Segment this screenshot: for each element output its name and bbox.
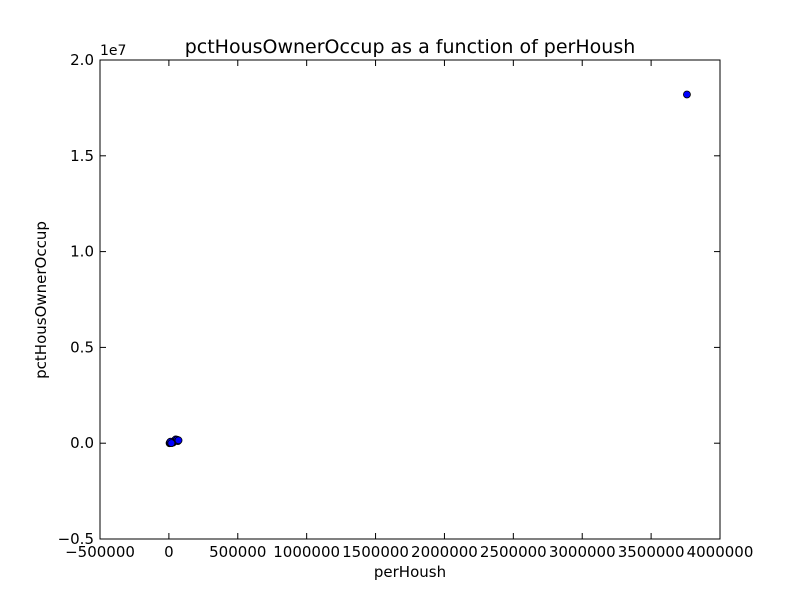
y-axis-ticks: −0.5 0.0 0.5 1.0 1.5 2.0 <box>58 51 720 548</box>
y-tick-label: 0.0 <box>70 434 94 452</box>
y-axis-label: pctHousOwnerOccup <box>32 221 50 379</box>
x-axis-label: perHoush <box>374 563 446 581</box>
x-tick-label: 500000 <box>209 543 266 561</box>
y-tick-label: 0.5 <box>70 338 94 356</box>
x-tick-label: −500000 <box>65 543 135 561</box>
x-tick-label: 0 <box>164 543 174 561</box>
x-tick-label: 1500000 <box>342 543 409 561</box>
data-points <box>165 90 691 448</box>
x-tick-label: 3500000 <box>618 543 685 561</box>
x-tick-label: 2000000 <box>411 543 478 561</box>
y-tick-label: −0.5 <box>58 530 94 548</box>
plot-frame <box>99 59 721 540</box>
y-offset-label: 1e7 <box>100 43 126 59</box>
x-axis-ticks: −500000 0 500000 1000000 1500000 2000000 25000… <box>65 60 753 561</box>
x-tick-label: 4000000 <box>687 543 754 561</box>
data-point <box>167 439 176 448</box>
data-point <box>683 90 691 99</box>
data-point <box>174 436 183 445</box>
x-tick-label: 2500000 <box>480 543 547 561</box>
x-tick-label: 1000000 <box>273 543 340 561</box>
chart-title: pctHousOwnerOccup as a function of perHo… <box>185 36 636 58</box>
y-tick-label: 1.5 <box>70 147 94 165</box>
y-tick-label: 2.0 <box>70 51 94 69</box>
x-tick-label: 3000000 <box>549 543 616 561</box>
y-tick-label: 1.0 <box>70 243 94 261</box>
